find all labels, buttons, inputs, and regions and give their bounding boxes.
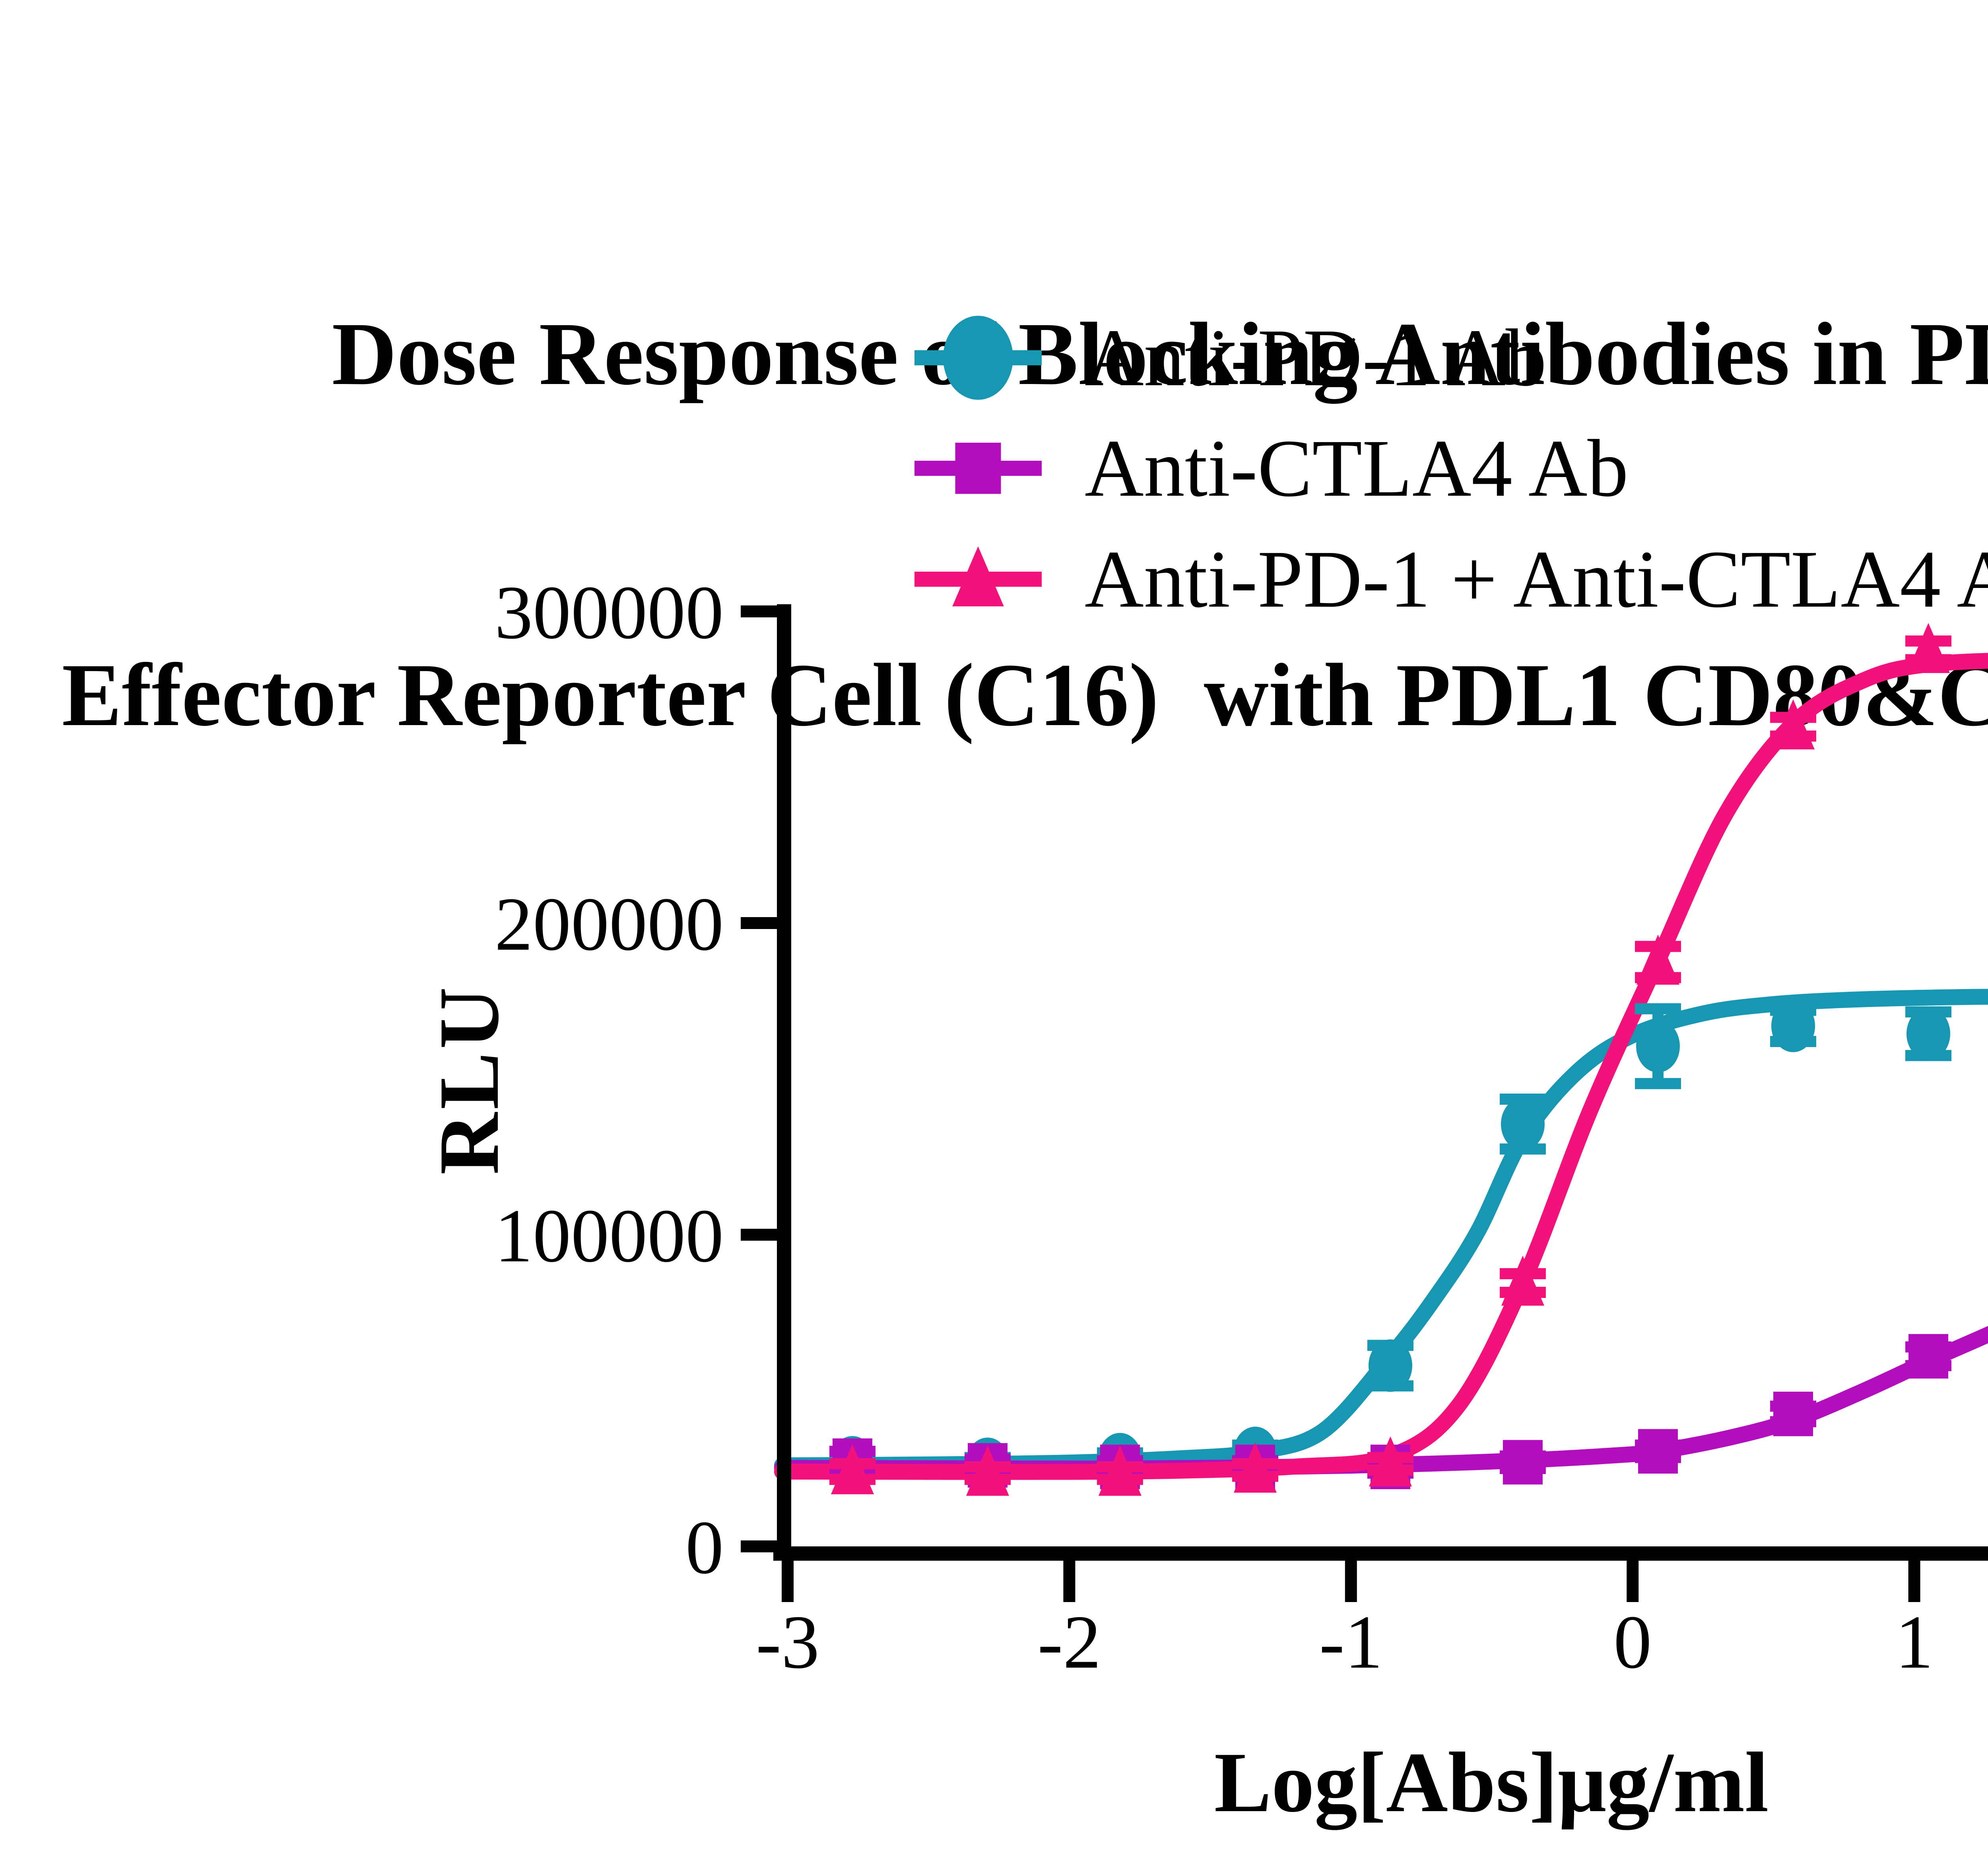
point-anti-pd-1-anti-ctla4-abs-5 (1501, 1255, 1544, 1306)
x-tick-label-1: 1 (1895, 1600, 1934, 1684)
legend-item-anti-ctla4: Anti-CTLA4 Ab (914, 421, 1629, 516)
point-anti-pd-1-anti-ctla4-abs-6 (1636, 935, 1679, 985)
x-axis-title: Log[Abs]μg/ml (1214, 1735, 1769, 1830)
legend-item-anti-pd-1: Anti-PD-1 Ab (914, 310, 1547, 405)
chart-title-line-2: Effector Reporter Cell (C16) with PDL1 C… (62, 645, 1988, 745)
legend-label: Anti-PD-1 Ab (1085, 312, 1547, 403)
legend-swatch-triangle-icon (914, 546, 1042, 607)
point-anti-pd-1-anti-ctla4-abs-2 (1098, 1445, 1142, 1496)
point-anti-pd-1-anti-ctla4-abs-7 (1771, 699, 1815, 750)
point-anti-pd-1-ab-4 (1368, 1339, 1412, 1392)
x-tick-label-0: 0 (1613, 1600, 1652, 1684)
y-axis-title: RLU (421, 983, 516, 1175)
x-tick-label--2: -2 (1037, 1600, 1101, 1684)
legend-swatch-square-icon (914, 442, 1042, 494)
point-anti-pd-1-anti-ctla4-abs-1 (966, 1445, 1009, 1496)
point-anti-ctla4-ab-8 (1908, 1334, 1949, 1379)
chart-title: Dose Response of Blocking Antibodies in … (0, 70, 1988, 979)
point-anti-pd-1-ab-7 (1771, 999, 1815, 1052)
legend-item-combo: Anti-PD-1 + Anti-CTLA4 Abs (914, 531, 1988, 627)
legend-marker-circle (943, 316, 1013, 400)
y-tick-label-100000: 100000 (495, 1193, 724, 1278)
point-anti-ctla4-ab-5 (1503, 1440, 1543, 1485)
chart-title-line-1: Dose Response of Blocking Antibodies in … (332, 304, 1988, 403)
point-anti-pd-1-ab-6 (1636, 1020, 1680, 1073)
series-points-anti-pd-1-anti-ctla4-abs (829, 623, 1952, 1496)
legend-label: Anti-PD-1 + Anti-CTLA4 Abs (1085, 533, 1988, 625)
point-anti-pd-1-ab-8 (1906, 1007, 1951, 1060)
point-anti-pd-1-anti-ctla4-abs-4 (1369, 1436, 1412, 1487)
point-anti-pd-1-anti-ctla4-abs-3 (1233, 1442, 1277, 1493)
y-tick-label-200000: 200000 (495, 882, 724, 966)
point-anti-pd-1-anti-ctla4-abs-0 (831, 1444, 874, 1494)
point-anti-pd-1-anti-ctla4-abs-8 (1907, 623, 1950, 673)
x-tick-label--1: -1 (1319, 1600, 1383, 1684)
point-anti-ctla4-ab-7 (1773, 1391, 1813, 1436)
legend-swatch-circle-icon (914, 316, 1042, 400)
point-anti-ctla4-ab-6 (1638, 1429, 1678, 1474)
point-anti-pd-1-ab-5 (1501, 1098, 1545, 1150)
y-tick-label-300000: 300000 (495, 570, 724, 655)
legend-label: Anti-CTLA4 Ab (1085, 423, 1629, 514)
y-tick-label-0: 0 (685, 1505, 724, 1590)
legend-marker-square (955, 442, 1001, 494)
x-tick-label--3: -3 (756, 1600, 819, 1684)
legend-marker-triangle (952, 546, 1004, 607)
